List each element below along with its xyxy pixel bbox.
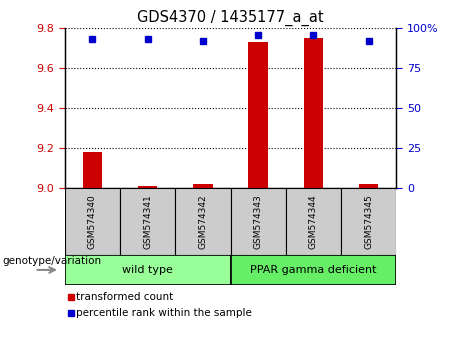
Text: PPAR gamma deficient: PPAR gamma deficient (250, 265, 377, 275)
Text: GSM574345: GSM574345 (364, 194, 373, 249)
Bar (286, 188, 341, 255)
Bar (65, 255, 230, 285)
Bar (138, 185, 157, 188)
Text: wild type: wild type (122, 265, 173, 275)
Bar (230, 188, 286, 255)
Text: GSM574344: GSM574344 (309, 194, 318, 249)
Bar (230, 255, 396, 285)
Text: transformed count: transformed count (76, 292, 173, 302)
Text: genotype/variation: genotype/variation (2, 256, 101, 266)
Text: GSM574340: GSM574340 (88, 194, 97, 249)
Text: GSM574342: GSM574342 (198, 194, 207, 249)
Bar (65, 188, 120, 255)
Bar (359, 184, 378, 188)
Bar (304, 38, 323, 188)
Bar (83, 152, 102, 188)
Bar (120, 188, 175, 255)
Bar (248, 42, 268, 188)
Text: GSM574341: GSM574341 (143, 194, 152, 249)
Bar (175, 188, 230, 255)
Bar (341, 188, 396, 255)
Bar (193, 184, 213, 188)
Text: percentile rank within the sample: percentile rank within the sample (76, 308, 252, 318)
Title: GDS4370 / 1435177_a_at: GDS4370 / 1435177_a_at (137, 9, 324, 25)
Text: GSM574343: GSM574343 (254, 194, 263, 249)
